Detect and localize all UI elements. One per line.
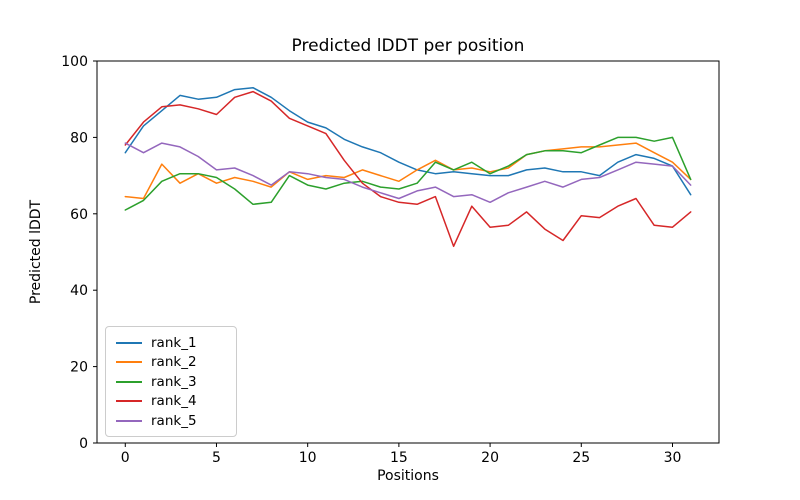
legend-item-rank_2: rank_2 (116, 354, 227, 371)
series-line-rank_4 (124, 90, 692, 248)
y-tick-label: 40 (70, 283, 88, 299)
series-line-rank_3 (124, 136, 692, 211)
x-tick-label: 0 (121, 450, 130, 466)
x-tick-label: 15 (390, 450, 408, 466)
y-tick-label: 80 (70, 130, 88, 146)
x-tick-label: 10 (299, 450, 317, 466)
legend-item-rank_4: rank_4 (116, 393, 227, 410)
legend-label: rank_4 (151, 393, 197, 409)
legend-item-rank_5: rank_5 (116, 412, 227, 429)
legend-label: rank_5 (151, 412, 197, 429)
x-tick-label: 5 (212, 450, 221, 466)
legend-line-sample-rank_3 (116, 380, 142, 383)
legend-line-sample-rank_5 (116, 419, 142, 422)
chart-title: Predicted lDDT per position (291, 36, 525, 56)
x-tick-label: 30 (664, 450, 682, 466)
legend-label: rank_1 (151, 334, 197, 351)
legend-item-rank_3: rank_3 (116, 373, 227, 390)
axes-frame (96, 60, 720, 444)
y-tick-label: 60 (70, 207, 88, 223)
series-line-rank_1 (124, 86, 692, 196)
series-line-rank_5 (124, 142, 692, 204)
legend-label: rank_2 (151, 354, 197, 370)
x-tick-label: 25 (572, 450, 590, 466)
y-tick-label: 100 (61, 54, 88, 70)
y-tick-label: 0 (79, 436, 88, 452)
y-tick-label: 20 (70, 360, 88, 376)
legend-line-sample-rank_1 (116, 341, 142, 344)
legend-item-rank_1: rank_1 (116, 334, 227, 351)
y-axis-label: Predicted lDDT (28, 199, 44, 305)
x-axis-label: Positions (377, 468, 439, 484)
legend-label: rank_3 (151, 373, 197, 390)
legend-line-sample-rank_2 (116, 361, 142, 363)
x-tick-label: 20 (481, 450, 499, 466)
legend-box: rank_1 rank_2 rank_3 rank_4 rank_5 (105, 326, 237, 437)
legend-line-sample-rank_4 (116, 400, 142, 402)
